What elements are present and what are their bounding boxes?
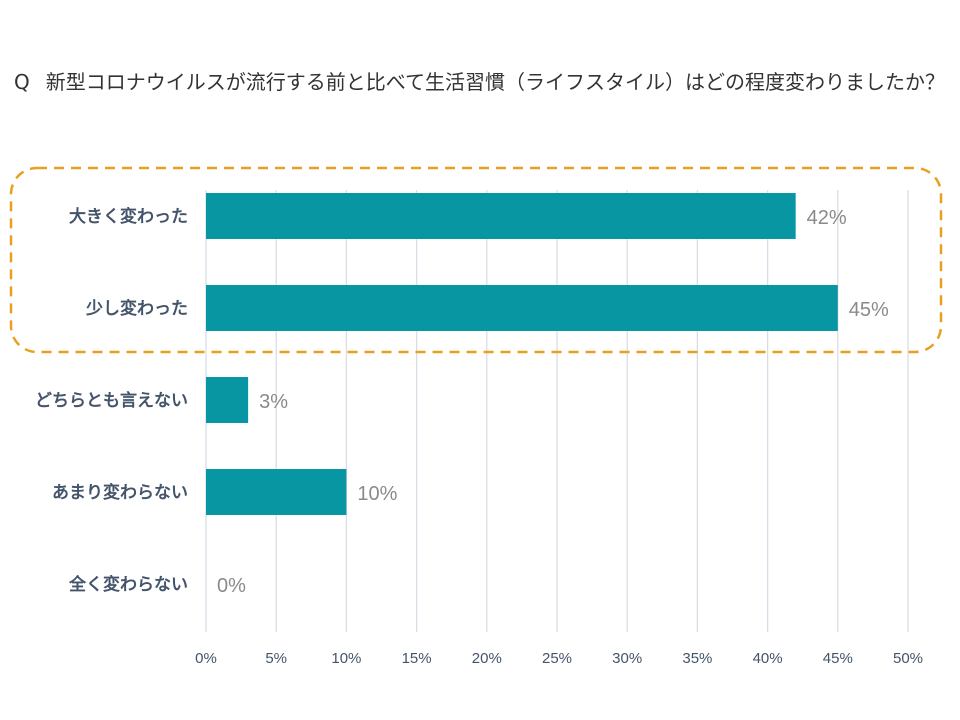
x-tick-label: 35% <box>682 650 712 667</box>
bar <box>206 285 838 331</box>
category-label: どちらとも言えない <box>35 390 188 411</box>
category-label: あまり変わらない <box>52 482 188 503</box>
category-label: 全く変わらない <box>68 574 188 595</box>
x-tick-label: 50% <box>893 650 923 667</box>
grid-lines <box>205 190 909 632</box>
category-label: 少し変わった <box>85 298 188 319</box>
x-tick-label: 25% <box>542 650 572 667</box>
x-tick-label: 0% <box>195 650 217 667</box>
value-label: 45% <box>849 299 889 321</box>
category-label: 大きく変わった <box>69 206 188 227</box>
bar <box>206 469 347 515</box>
value-label: 42% <box>807 207 847 229</box>
question-title: Q 新型コロナウイルスが流行する前と比べて生活習慣（ライフスタイル）はどの程度変わ… <box>14 66 954 95</box>
x-tick-label: 45% <box>823 650 853 667</box>
question-text: 新型コロナウイルスが流行する前と比べて生活習慣（ライフスタイル）はどの程度変わり… <box>45 70 945 94</box>
x-tick-label: 15% <box>402 650 432 667</box>
x-tick-label: 30% <box>612 650 642 667</box>
bar <box>206 377 249 423</box>
value-label: 10% <box>357 483 397 505</box>
x-tick-label: 5% <box>265 650 287 667</box>
labels: 0% 5% 10% 15% 20% 25% 30% 35% 40% 45% 50% 大きく変わった 42… <box>35 206 923 667</box>
value-label: 0% <box>217 575 246 597</box>
bar <box>206 193 796 239</box>
highlight-group <box>9 166 943 354</box>
x-tick-label: 20% <box>472 650 502 667</box>
x-tick-label: 10% <box>331 650 361 667</box>
highlight-box <box>9 166 943 354</box>
x-tick-label: 40% <box>753 650 783 667</box>
question-prefix: Q <box>14 70 30 94</box>
value-label: 3% <box>259 391 288 413</box>
bars <box>206 193 838 515</box>
